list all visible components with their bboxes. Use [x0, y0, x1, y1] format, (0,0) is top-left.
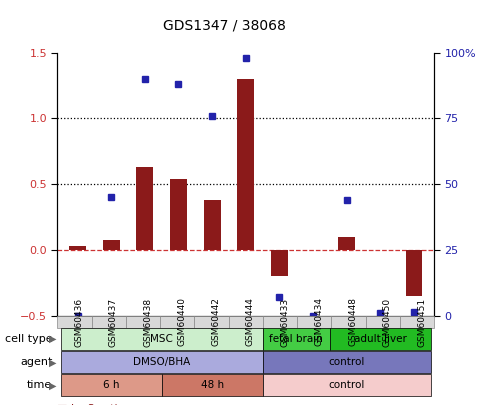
Bar — [136, 167, 153, 250]
Text: GSM60448: GSM60448 — [348, 298, 357, 346]
Text: DMSO/BHA: DMSO/BHA — [133, 357, 190, 367]
Text: GSM60450: GSM60450 — [383, 297, 392, 347]
Bar — [170, 179, 187, 250]
Text: 6 h: 6 h — [103, 380, 119, 390]
Text: time: time — [27, 380, 52, 390]
Text: GSM60438: GSM60438 — [143, 297, 152, 347]
Bar — [238, 79, 254, 250]
Text: GSM60442: GSM60442 — [212, 298, 221, 346]
Bar — [69, 246, 86, 250]
Bar — [103, 240, 120, 250]
Text: ▶: ▶ — [49, 334, 56, 344]
Text: GSM60440: GSM60440 — [177, 298, 186, 346]
Text: ■ log2 ratio: ■ log2 ratio — [57, 404, 125, 405]
Text: GSM60437: GSM60437 — [109, 297, 118, 347]
Text: GSM60451: GSM60451 — [417, 297, 426, 347]
Text: GSM60433: GSM60433 — [280, 297, 289, 347]
Text: GSM60434: GSM60434 — [314, 298, 323, 346]
Bar — [271, 250, 288, 277]
Text: GDS1347 / 38068: GDS1347 / 38068 — [163, 18, 286, 32]
Bar — [338, 237, 355, 250]
Text: control: control — [328, 380, 365, 390]
Text: cell type: cell type — [5, 334, 52, 344]
Text: GSM60444: GSM60444 — [246, 298, 255, 346]
Text: agent: agent — [20, 357, 52, 367]
Text: ▶: ▶ — [49, 357, 56, 367]
Bar — [406, 250, 422, 296]
Text: GSM60436: GSM60436 — [74, 297, 83, 347]
Text: adult liver: adult liver — [354, 334, 407, 344]
Text: 48 h: 48 h — [201, 380, 224, 390]
Bar — [204, 200, 221, 250]
Text: ▶: ▶ — [49, 380, 56, 390]
Text: MSC: MSC — [150, 334, 173, 344]
Text: control: control — [328, 357, 365, 367]
Text: fetal brain: fetal brain — [269, 334, 323, 344]
